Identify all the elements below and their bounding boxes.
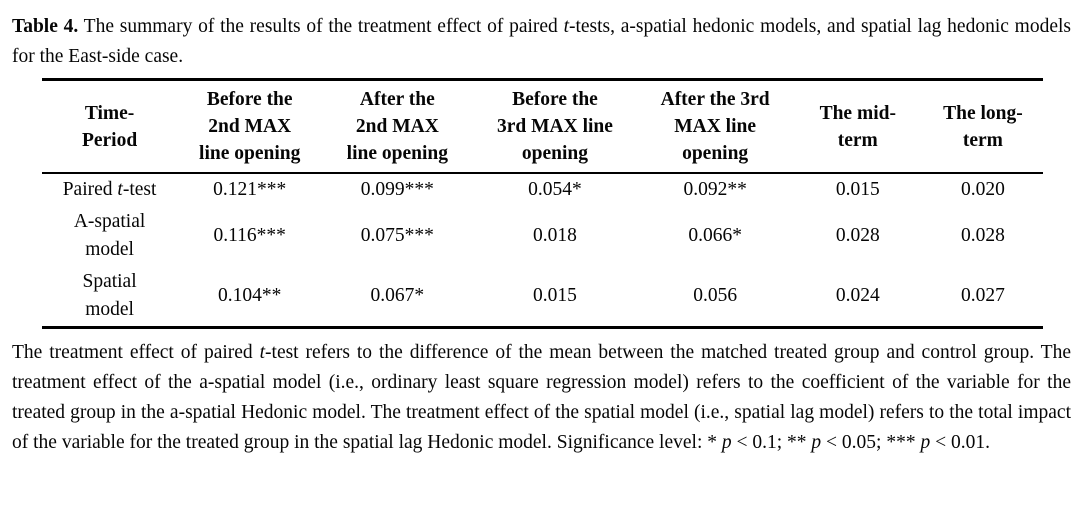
table-row-paired-t-test: Paired t-test 0.121*** 0.099*** 0.054* 0… [42,173,1043,206]
cell-value: 0.024 [835,285,880,306]
cell-value: 0.027 [960,285,1005,306]
cell-value: 0.116*** [213,225,286,246]
table-caption: Table 4. The summary of the results of t… [12,12,1071,71]
cell-value: 0.099*** [360,179,434,200]
table-row-spatial-model: Spatial model 0.104** 0.067* 0.015 0.056… [42,266,1043,328]
footnote-text: < 0.01. [930,432,990,453]
footnote-text: The treatment effect of paired [12,342,260,363]
column-header-after-2nd-max: After the 2nd MAX line opening [322,79,473,174]
column-header-after-3rd-max: After the 3rd MAX line opening [637,79,793,174]
cell-value: 0.028 [960,225,1005,246]
footnote-italic-p: p [721,432,732,453]
table-footnote: The treatment effect of paired t-test re… [12,338,1071,458]
table-caption-text-2: -tests, a-spatial hedonic models, and sp… [12,16,1071,67]
cell-value: 0.075*** [360,225,434,246]
footnote-text: < 0.1; ** [731,432,812,453]
cell-value: 0.092** [683,179,747,200]
column-header-before-2nd-max: Before the 2nd MAX line opening [177,79,323,174]
footnote-text: -test refers to the difference of the me… [12,342,1071,453]
row-label-a-spatial-model: A-spatial model [73,211,146,260]
cell-value: 0.067* [370,285,425,306]
table-caption-label: Table 4. [12,16,79,37]
column-header-before-3rd-max: Before the 3rd MAX line opening [472,79,638,174]
footnote-italic-p: p [811,432,822,453]
row-label-paired-t-test: Paired t-test [42,173,177,206]
results-table-container: Time- Period Before the 2nd MAX line ope… [42,78,1043,329]
cell-value: 0.104** [218,285,282,306]
cell-value: 0.028 [835,225,880,246]
column-header-mid-term: The mid- term [792,79,923,174]
cell-value: 0.020 [960,179,1005,200]
table-caption-text-1: The summary of the results of the treatm… [78,16,564,37]
cell-value: 0.121*** [213,179,287,200]
column-header-time-period: Time- Period [42,79,178,174]
cell-value: 0.066* [688,225,742,246]
table-caption-italic-t: t [563,16,569,37]
column-header-long-term: The long- term [922,79,1043,174]
row-label-text: Paired [62,179,118,200]
row-label-text: -test [122,179,157,200]
cell-value: 0.015 [835,179,880,200]
footnote-text: < 0.05; *** [821,432,921,453]
header-row: Time- Period Before the 2nd MAX line ope… [42,79,1043,174]
cell-value: 0.018 [533,225,577,246]
footnote-italic-t: t [259,342,266,363]
row-label-spatial-model: Spatial model [82,271,137,320]
cell-value: 0.015 [533,285,577,306]
table-row-a-spatial-model: A-spatial model 0.116*** 0.075*** 0.018 … [42,206,1043,266]
cell-value: 0.056 [693,285,738,306]
cell-value: 0.054* [528,179,582,200]
results-table: Time- Period Before the 2nd MAX line ope… [42,78,1043,329]
row-label-italic-t: t [117,179,123,200]
footnote-italic-p: p [920,432,931,453]
